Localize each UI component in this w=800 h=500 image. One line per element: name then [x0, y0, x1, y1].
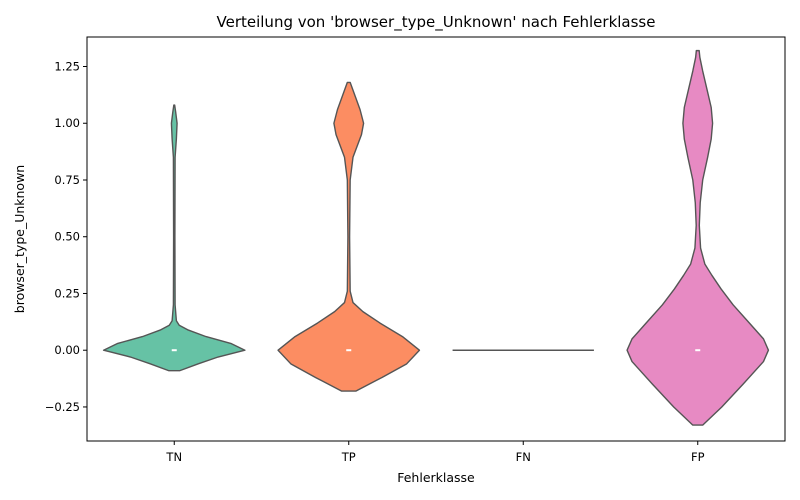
y-tick-label: 1.00: [54, 116, 80, 130]
x-tick-label-fp: FP: [691, 450, 705, 464]
x-tick-label-tn: TN: [165, 450, 182, 464]
x-axis-label: Fehlerklasse: [397, 470, 475, 485]
violin-tn: [102, 104, 246, 372]
violins-group: [102, 49, 770, 426]
violin-tp: [277, 81, 421, 392]
y-tick-label: 1.25: [54, 60, 80, 74]
x-tick-label-tp: TP: [341, 450, 356, 464]
plot-frame: [86, 36, 786, 442]
y-tick-label: 0.75: [54, 173, 80, 187]
x-axis: TN TP FN FP: [165, 441, 705, 464]
y-tick-label: 0.00: [54, 343, 80, 357]
y-tick-label: 0.25: [54, 286, 80, 300]
violin-fp: [626, 49, 770, 426]
x-tick-label-fn: FN: [516, 450, 531, 464]
chart-title: Verteilung von 'browser_type_Unknown' na…: [217, 13, 656, 32]
y-axis: −0.25 0.00 0.25 0.50 0.75 1.00 1.25: [45, 60, 87, 414]
y-axis-label: browser_type_Unknown: [12, 165, 27, 313]
y-tick-label: −0.25: [45, 400, 80, 414]
y-tick-label: 0.50: [54, 230, 80, 244]
